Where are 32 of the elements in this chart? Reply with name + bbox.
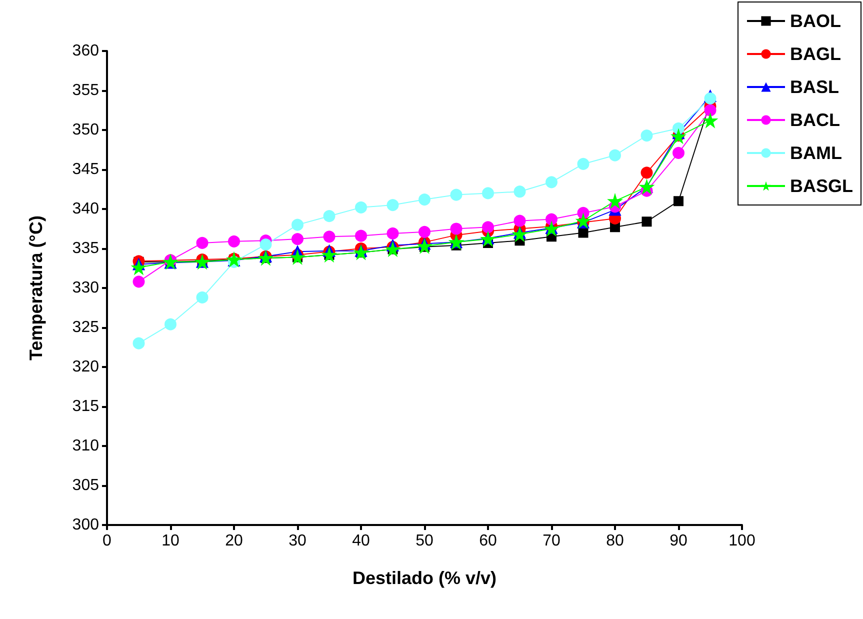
y-tick-label: 355 — [72, 82, 100, 99]
y-tick-label: 315 — [72, 398, 100, 415]
x-tick-label: 80 — [606, 532, 624, 550]
legend-label: BAGL — [790, 44, 841, 64]
x-tick-label: 0 — [102, 532, 112, 550]
x-tick-label: 90 — [670, 532, 688, 550]
x-axis-title: Destilado (% v/v) — [352, 568, 497, 588]
legend-label: BASGL — [790, 176, 854, 196]
y-tick-label: 340 — [72, 200, 100, 218]
y-tick-label: 360 — [72, 42, 100, 60]
x-tick-label: 100 — [728, 532, 756, 550]
y-axis-title: Temperatura (°C) — [26, 216, 46, 360]
x-tick-label: 70 — [542, 532, 560, 550]
x-tick-label: 10 — [162, 532, 180, 550]
y-tick-label: 320 — [72, 358, 100, 376]
legend-label: BAML — [790, 143, 842, 163]
legend-label: BAOL — [790, 11, 841, 31]
y-tick-label: 350 — [72, 122, 100, 138]
y-tick-label: 310 — [72, 438, 100, 454]
x-tick-label: 30 — [288, 532, 306, 550]
legend-label: BASL — [790, 77, 840, 97]
x-tick-label: 40 — [352, 532, 370, 550]
y-tick-label: 300 — [72, 516, 100, 534]
y-tick-label: 335 — [72, 240, 100, 257]
x-tick-label: 60 — [479, 532, 497, 550]
y-tick-label: 305 — [72, 477, 100, 494]
y-tick-label: 325 — [72, 319, 100, 336]
legend-label: BACL — [790, 110, 840, 130]
x-tick-label: 20 — [225, 532, 243, 550]
y-tick-label: 345 — [72, 161, 100, 178]
x-tick-label: 50 — [416, 532, 434, 550]
y-tick-label: 330 — [72, 280, 100, 296]
